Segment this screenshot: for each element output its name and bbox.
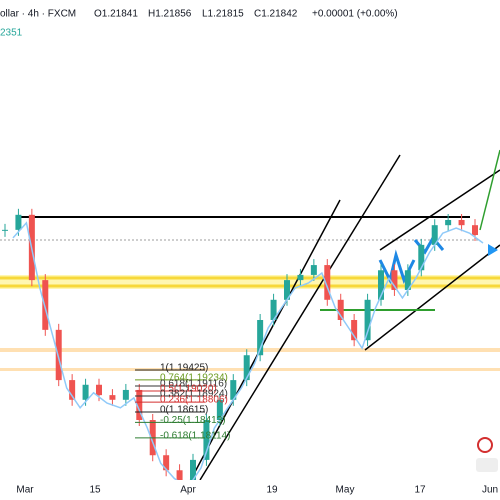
ohlc-low: L1.21815 bbox=[202, 9, 244, 20]
moving-average bbox=[12, 221, 484, 490]
candle bbox=[203, 420, 210, 460]
candle bbox=[69, 380, 76, 400]
candle bbox=[458, 220, 465, 226]
candle bbox=[378, 270, 384, 300]
candle bbox=[404, 270, 411, 290]
fib-label: 0.5(1.19020) bbox=[160, 384, 217, 395]
candle bbox=[284, 280, 290, 300]
ohlc-open: O1.21841 bbox=[94, 9, 138, 20]
candle bbox=[270, 299, 277, 320]
candle bbox=[176, 470, 183, 481]
ohlc-close: C1.21842 bbox=[254, 9, 298, 20]
symbol: ollar · 4h · FXCM bbox=[0, 9, 76, 20]
candle bbox=[190, 459, 196, 481]
fib-label: 0.764(1.19234) bbox=[160, 373, 228, 384]
x-tick-label: 19 bbox=[266, 485, 278, 496]
x-tick-label: May bbox=[336, 485, 355, 496]
candle bbox=[431, 225, 438, 245]
candle bbox=[136, 389, 143, 420]
candle bbox=[418, 244, 425, 271]
candle bbox=[122, 389, 129, 400]
x-tick-label: Mar bbox=[16, 485, 34, 496]
candle bbox=[96, 384, 102, 396]
candle bbox=[472, 225, 478, 236]
channel-line bbox=[364, 244, 500, 351]
x-tick-label: Apr bbox=[180, 485, 196, 496]
candle bbox=[391, 270, 398, 290]
channel-line bbox=[379, 169, 500, 251]
candle bbox=[42, 280, 49, 330]
candle bbox=[82, 384, 89, 400]
fib-label: 0(1.18615) bbox=[160, 405, 208, 416]
zone-band bbox=[0, 348, 500, 352]
candle bbox=[445, 220, 452, 226]
ohlc-high: H1.21856 bbox=[148, 9, 192, 20]
candle bbox=[163, 455, 170, 471]
x-tick-label: 17 bbox=[414, 485, 426, 496]
fib-label: 0.618(1.19116) bbox=[160, 379, 227, 390]
candle bbox=[351, 320, 358, 341]
candle bbox=[109, 395, 116, 400]
candle bbox=[243, 355, 250, 381]
toolbar-button[interactable] bbox=[476, 458, 498, 472]
alert-icon[interactable] bbox=[477, 437, 493, 453]
candle bbox=[337, 299, 344, 320]
candle bbox=[324, 265, 331, 300]
candle bbox=[2, 229, 8, 231]
candle bbox=[310, 265, 317, 275]
scroll-arrow[interactable] bbox=[488, 244, 498, 256]
ohlc-change: +0.00001 (+0.00%) bbox=[312, 9, 398, 20]
fib-label: 0.382(1.18924) bbox=[160, 389, 228, 400]
fib-label: -0.618(1.18114) bbox=[160, 431, 230, 442]
candle bbox=[364, 299, 371, 341]
indicator-value: 2351 bbox=[0, 28, 23, 39]
candle bbox=[55, 329, 62, 381]
candle bbox=[297, 274, 304, 281]
fib-label: -0.25(1.18413) bbox=[160, 415, 226, 426]
fib-label: 0.236(1.18806) bbox=[160, 395, 228, 406]
candle bbox=[216, 399, 223, 420]
candle bbox=[257, 320, 264, 356]
candle bbox=[230, 380, 237, 400]
x-tick-label: Jun bbox=[482, 485, 498, 496]
x-axis-strip bbox=[0, 480, 500, 500]
drawn-line bbox=[479, 149, 500, 231]
candle bbox=[15, 214, 22, 230]
channel-line bbox=[199, 154, 401, 481]
x-tick-label: 15 bbox=[89, 485, 101, 496]
fib-label: 1(1.19425) bbox=[160, 363, 208, 374]
